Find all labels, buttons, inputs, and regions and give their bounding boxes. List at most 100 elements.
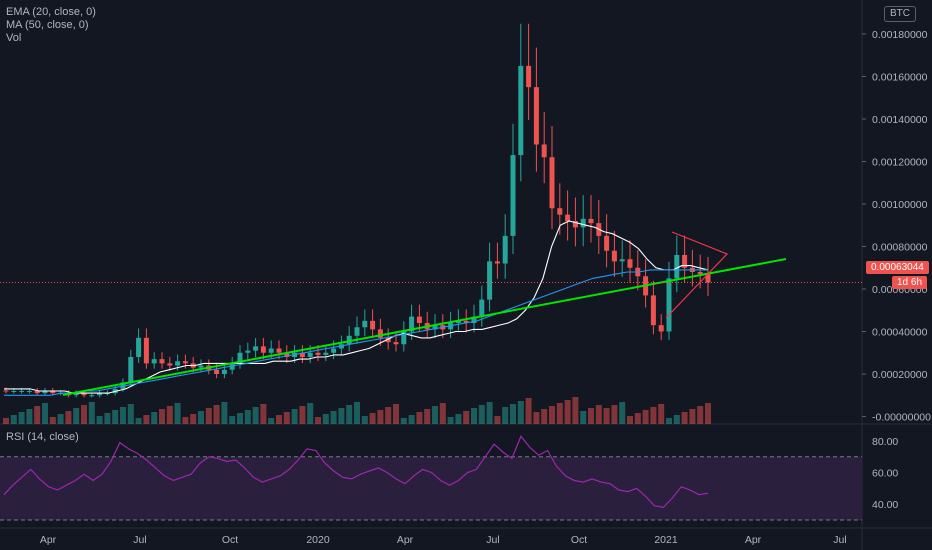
price-tick-label: 0.00040000: [872, 327, 928, 339]
candle-body: [432, 325, 438, 330]
volume-bar: [564, 400, 571, 424]
candle-body: [455, 320, 461, 323]
volume-bar: [18, 412, 25, 424]
rsi-tick-label: 80.00: [872, 436, 898, 448]
volume-bar: [634, 413, 641, 424]
candle-body: [151, 359, 157, 364]
volume-bar: [57, 414, 64, 424]
volume-bar: [611, 405, 618, 424]
price-tick-label: 0.00120000: [872, 157, 928, 169]
volume-bar: [330, 411, 337, 424]
candle-body: [229, 363, 235, 370]
time-tick-label: 2021: [654, 534, 678, 546]
volume-bar: [619, 402, 626, 424]
candle-body: [565, 214, 571, 221]
volume-bar: [135, 418, 142, 424]
volume-bar: [393, 404, 399, 424]
volume-bar: [572, 397, 579, 424]
candle-body: [604, 235, 610, 251]
rsi-legend: RSI (14, close): [6, 431, 79, 443]
candle-body: [705, 274, 711, 283]
volume-bar: [190, 414, 197, 424]
volume-bar: [697, 406, 704, 424]
countdown-badge: 1d 6h: [892, 276, 928, 289]
rsi-tick-label: 40.00: [872, 499, 898, 511]
candle-body: [533, 87, 539, 145]
ma-legend: MA (50, close, 0): [6, 19, 89, 31]
volume-bar: [650, 407, 657, 424]
volume-bar: [455, 414, 462, 424]
volume-bar: [705, 403, 711, 424]
price-tick-label: 0.00140000: [872, 114, 928, 126]
time-tick-label: Oct: [222, 534, 238, 546]
candle-body: [487, 261, 493, 300]
volume-bar: [127, 404, 134, 424]
volume-bar: [510, 404, 516, 424]
volume-bar: [471, 408, 477, 424]
volume-bar: [198, 411, 204, 424]
candle-body: [416, 316, 422, 323]
candle-body: [650, 295, 656, 326]
volume-bar: [525, 398, 532, 424]
candle-body: [89, 395, 95, 397]
candle-body: [494, 261, 500, 264]
candle-body: [175, 361, 181, 366]
volume-bar: [533, 412, 540, 424]
volume-bar: [361, 416, 368, 424]
candle-body: [674, 255, 680, 279]
volume-bar: [26, 409, 33, 424]
volume-bar: [42, 403, 48, 424]
candle-body: [549, 157, 555, 209]
candle-body: [354, 327, 360, 336]
volume-bar: [96, 416, 103, 424]
candle-body: [276, 348, 282, 353]
volume-bar: [424, 409, 431, 424]
volume-bar: [252, 407, 259, 424]
candle-body: [619, 259, 625, 262]
candle-body: [362, 320, 368, 328]
volume-bar: [112, 410, 119, 424]
candle-body: [697, 272, 703, 275]
candle-body: [143, 337, 149, 364]
ema-line: [4, 220, 709, 394]
volume-bar: [580, 411, 587, 424]
time-tick-label: Jul: [486, 534, 499, 546]
volume-bar: [346, 405, 353, 424]
candle-body: [159, 359, 165, 364]
volume-bar: [81, 405, 87, 424]
volume-bar: [338, 408, 345, 424]
volume-bar: [276, 415, 282, 424]
candle-body: [237, 352, 243, 364]
volume-bar: [237, 413, 243, 424]
currency-badge[interactable]: BTC: [884, 6, 916, 22]
triangle-pattern: [665, 231, 729, 319]
volume-bar: [642, 410, 649, 424]
candle-body: [19, 391, 25, 392]
candle-body: [370, 320, 376, 330]
volume-bar: [447, 417, 454, 424]
candle-body: [658, 325, 664, 332]
candle-body: [34, 391, 40, 394]
candle-body: [580, 218, 586, 228]
candle-body: [73, 393, 79, 396]
rsi-tick-label: 60.00: [872, 468, 898, 480]
volume-bar: [463, 411, 470, 424]
volume-bar: [3, 418, 9, 424]
candle-body: [385, 337, 391, 343]
candle-body: [307, 352, 313, 357]
candle-body: [253, 346, 259, 351]
volume-bar: [229, 416, 236, 424]
volume-bar: [166, 406, 173, 424]
volume-bar: [268, 418, 275, 424]
volume-bar: [322, 414, 329, 424]
volume-bar: [65, 411, 72, 424]
candle-body: [26, 391, 32, 392]
volume-bar: [354, 402, 360, 424]
time-tick-label: Jul: [833, 534, 846, 546]
volume-bar: [588, 408, 594, 424]
volume-bar: [213, 405, 220, 424]
volume-bar: [478, 405, 485, 424]
volume-bar: [603, 408, 610, 424]
candle-body: [518, 65, 524, 156]
